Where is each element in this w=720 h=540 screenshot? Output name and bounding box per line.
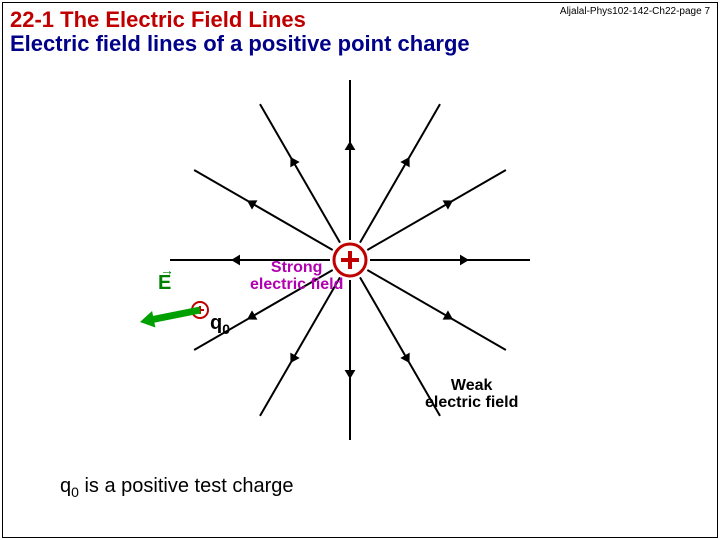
e-vector-label: E xyxy=(158,272,171,295)
footer-note: q0 is a positive test charge xyxy=(60,475,293,500)
q0-sub: 0 xyxy=(222,321,230,337)
footer-sub: 0 xyxy=(71,484,79,500)
q0-q: q xyxy=(210,312,222,334)
weak-field-label: Weakelectric field xyxy=(425,378,518,412)
q0-label: q0 xyxy=(210,312,230,337)
footer-q: q xyxy=(60,475,71,497)
footer-post: is a positive test charge xyxy=(79,475,294,497)
field-diagram xyxy=(0,0,720,540)
strong-field-label: Strongelectric field xyxy=(250,260,343,294)
